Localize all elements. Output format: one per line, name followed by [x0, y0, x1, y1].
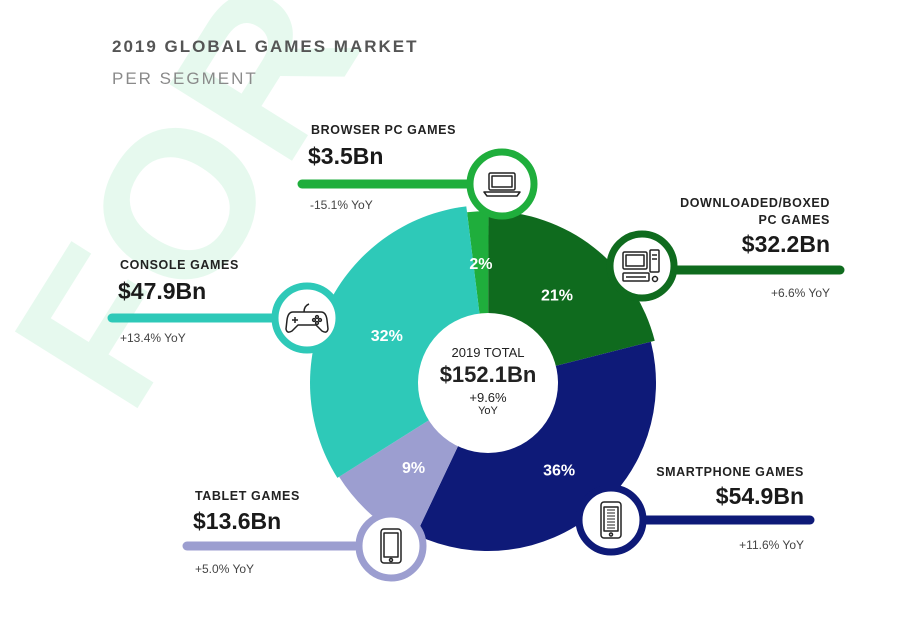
smartphone-games-yoy: +11.6% YoY	[739, 538, 804, 552]
laptop-icon	[483, 172, 521, 197]
downloaded-pc-games-value: $32.2Bn	[741, 231, 830, 257]
downloaded-pc-games-yoy: +6.6% YoY	[770, 286, 830, 300]
browser-pc-games-value: $3.5Bn	[308, 143, 384, 169]
desktop-pc-icon	[622, 249, 660, 283]
gamepad-icon	[285, 303, 329, 333]
total-label: 2019 TOTAL	[451, 345, 525, 360]
browser-pc-games-yoy: -15.1% YoY	[310, 198, 373, 212]
total-summary: 2019 TOTAL $152.1Bn +9.6% YoY	[418, 345, 558, 417]
smartphone-icon	[600, 501, 622, 539]
total-yoy-unit: YoY	[478, 405, 498, 417]
chart-title: 2019 GLOBAL GAMES MARKET	[112, 37, 419, 56]
console-games-yoy: +13.4% YoY	[120, 331, 186, 345]
smartphone-games-label: SMARTPHONE GAMES	[656, 465, 804, 479]
console-games-label: CONSOLE GAMES	[120, 258, 239, 272]
chart-subtitle: PER SEGMENT	[112, 69, 258, 88]
downloaded-pc-games-label-line2: PC GAMES	[758, 213, 830, 227]
icon-circle-0	[466, 148, 538, 220]
smartphone-games-value: $54.9Bn	[715, 483, 804, 509]
console-games-value: $47.9Bn	[118, 278, 207, 304]
icon-circle-3	[355, 510, 427, 582]
icon-circle-2	[575, 484, 647, 556]
total-value: $152.1Bn	[439, 362, 537, 387]
tablet-icon	[380, 528, 402, 564]
downloaded-pc-games-label-line1: DOWNLOADED/BOXED	[680, 196, 830, 210]
percent-label-2: 36%	[543, 463, 575, 480]
tablet-games-yoy: +5.0% YoY	[195, 562, 255, 576]
center-disk	[418, 313, 558, 453]
percent-label-3: 9%	[402, 460, 425, 477]
total-yoy: +9.6%	[469, 390, 507, 405]
tablet-games-value: $13.6Bn	[193, 508, 282, 534]
percent-label-4: 32%	[371, 328, 403, 345]
percent-label-0: 2%	[469, 256, 492, 273]
tablet-games-label: TABLET GAMES	[195, 489, 300, 503]
browser-pc-games-label: BROWSER PC GAMES	[311, 123, 457, 137]
icon-circle-4	[271, 282, 343, 354]
percent-label-1: 21%	[541, 288, 573, 305]
